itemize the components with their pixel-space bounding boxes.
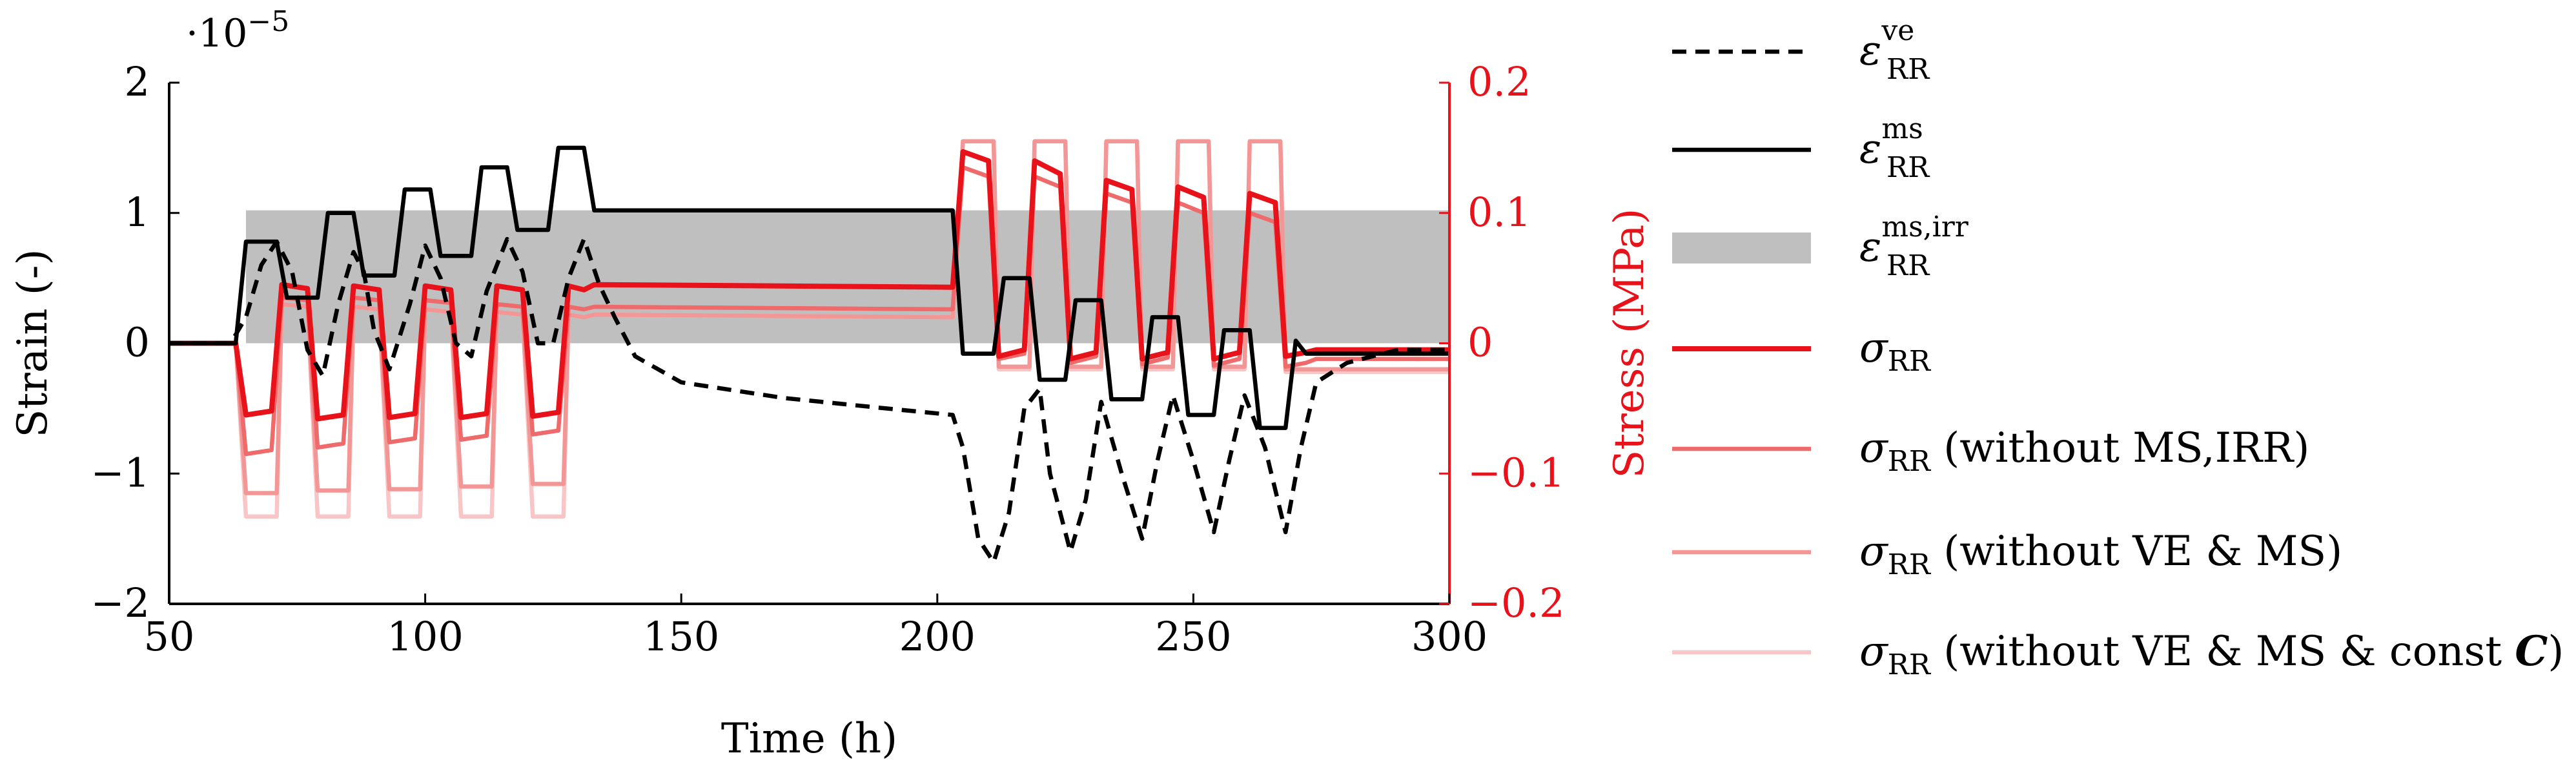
x-tick-label: 250 <box>1155 613 1231 660</box>
x-tick-label: 300 <box>1411 613 1487 660</box>
y-left-tick-label: −2 <box>91 579 150 626</box>
series-line-5 <box>169 139 1449 495</box>
legend: εve RR εms RR εms,irr RR σRR σRR (without MS,IR… <box>1672 14 2564 681</box>
y-left-tick-label: 2 <box>125 58 150 105</box>
legend-label: σRR (without MS,IRR) <box>1859 424 2309 478</box>
x-tick-label: 200 <box>899 613 976 660</box>
y-right-axis-title: Stress (MPa) <box>1606 209 1653 479</box>
legend-label: σRR <box>1859 324 1932 378</box>
y-right-tick-label: −0.1 <box>1467 449 1565 496</box>
legend-label: εve RR <box>1859 14 1930 86</box>
series-lines-layer <box>169 139 1449 564</box>
y-left-tick-label: −1 <box>91 449 150 496</box>
y-left-multiplier: ·10−5 <box>186 5 289 56</box>
axes-layer: 50 100 150 200 250 300 −2 −1 0 1 2 −0.2 −0.1 0 0.1 0.2 ·… <box>9 5 1653 763</box>
legend-label: σRR (without VE & MS) <box>1859 528 2342 581</box>
y-left-tick-label: 0 <box>125 319 150 366</box>
x-tick-label: 100 <box>387 613 463 660</box>
x-tick-label: 150 <box>643 613 719 660</box>
series-line-1 <box>169 145 1449 430</box>
x-axis-title: Time (h) <box>721 715 897 763</box>
y-right-tick-label: 0 <box>1467 319 1493 366</box>
x-tick-label: 50 <box>144 613 195 660</box>
series-line-0 <box>169 236 1449 564</box>
series-line-3 <box>169 149 1449 422</box>
legend-label: εms RR <box>1859 112 1930 184</box>
legend-swatch-band <box>1672 232 1811 264</box>
legend-label: σRR (without VE & MS & const C) <box>1859 627 2564 681</box>
y-right-tick-label: 0.1 <box>1467 189 1531 236</box>
y-left-axis-title: Strain (-) <box>9 249 57 438</box>
y-right-tick-label: 0.2 <box>1467 58 1531 105</box>
y-right-tick-label: −0.2 <box>1467 579 1565 626</box>
legend-label: εms,irr RR <box>1859 211 1969 282</box>
y-left-tick-label: 1 <box>125 189 150 236</box>
